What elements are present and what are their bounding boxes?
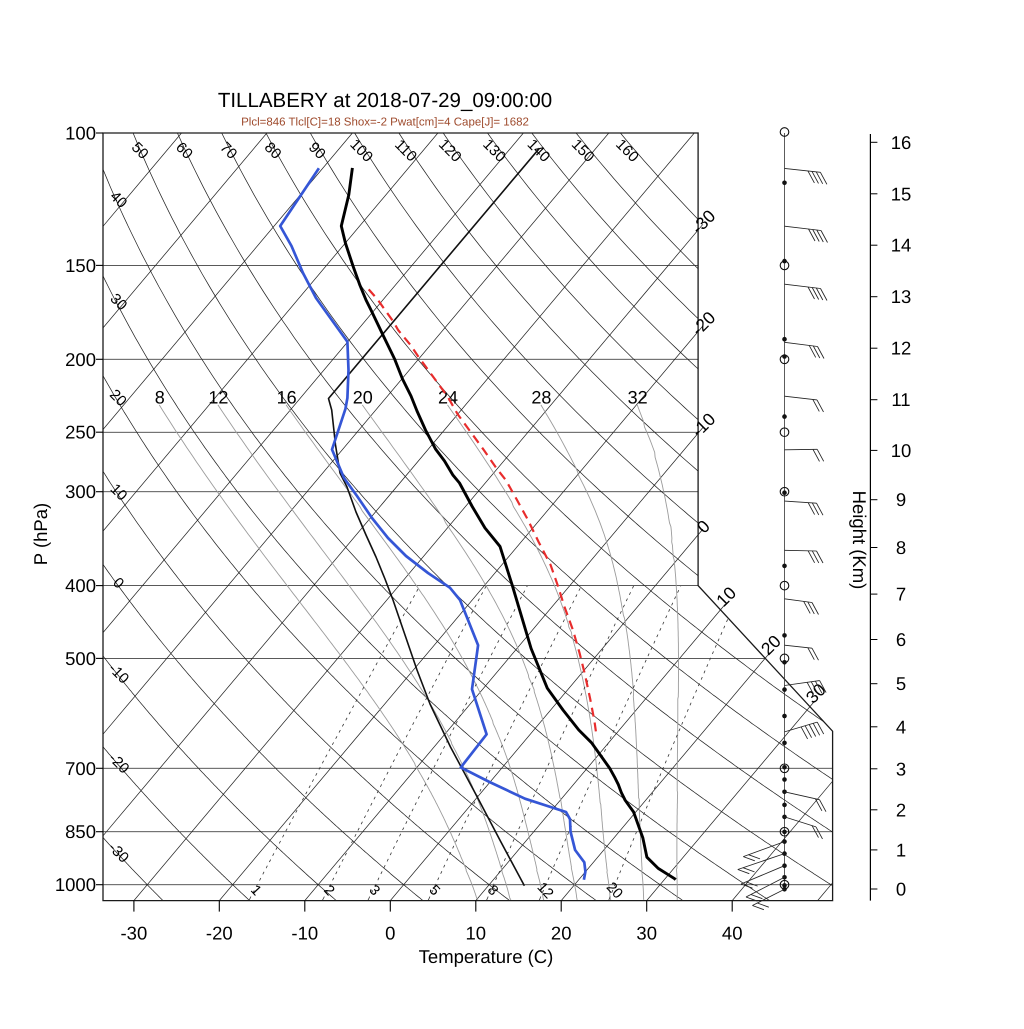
svg-text:11: 11: [891, 389, 910, 410]
svg-text:1000: 1000: [55, 874, 96, 895]
svg-text:-10: -10: [291, 923, 318, 944]
svg-text:200: 200: [65, 349, 96, 370]
svg-text:150: 150: [65, 255, 96, 276]
svg-text:14: 14: [891, 235, 912, 256]
svg-text:Temperature (C): Temperature (C): [419, 946, 554, 967]
svg-text:500: 500: [65, 648, 96, 669]
svg-text:-30: -30: [121, 923, 148, 944]
svg-text:4: 4: [896, 716, 906, 737]
svg-text:13: 13: [891, 286, 912, 307]
svg-text:7: 7: [896, 584, 906, 605]
svg-text:12: 12: [891, 338, 912, 359]
svg-text:2: 2: [896, 799, 906, 820]
svg-text:1: 1: [896, 839, 906, 860]
svg-text:300: 300: [65, 481, 96, 502]
svg-text:9: 9: [896, 489, 906, 510]
svg-text:6: 6: [896, 629, 906, 650]
svg-text:16: 16: [277, 387, 297, 407]
svg-text:P (hPa): P (hPa): [30, 503, 51, 565]
svg-text:0: 0: [385, 923, 395, 944]
svg-text:24: 24: [438, 387, 458, 407]
svg-text:Plcl=846 Tlcl[C]=18 Shox=-2 Pw: Plcl=846 Tlcl[C]=18 Shox=-2 Pwat[cm]=4 C…: [241, 117, 529, 129]
svg-text:0: 0: [896, 879, 906, 900]
svg-text:250: 250: [65, 422, 96, 443]
svg-text:10: 10: [891, 440, 912, 461]
svg-text:12: 12: [208, 387, 228, 407]
svg-text:30: 30: [636, 923, 657, 944]
svg-text:28: 28: [531, 387, 551, 407]
svg-text:16: 16: [891, 132, 912, 153]
svg-text:100: 100: [65, 123, 96, 144]
svg-text:400: 400: [65, 575, 96, 596]
svg-text:20: 20: [353, 387, 373, 407]
svg-text:850: 850: [65, 821, 96, 842]
svg-text:5: 5: [896, 673, 906, 694]
svg-text:15: 15: [891, 183, 912, 204]
svg-text:8: 8: [155, 387, 165, 407]
svg-text:700: 700: [65, 758, 96, 779]
svg-text:40: 40: [722, 923, 743, 944]
svg-text:Height (Km): Height (Km): [849, 491, 870, 590]
svg-text:TILLABERY at 2018-07-29_09:00:: TILLABERY at 2018-07-29_09:00:00: [218, 89, 552, 112]
svg-text:3: 3: [896, 758, 906, 779]
svg-text:-20: -20: [206, 923, 233, 944]
svg-text:20: 20: [551, 923, 572, 944]
svg-text:8: 8: [896, 537, 906, 558]
svg-text:32: 32: [628, 387, 648, 407]
svg-text:10: 10: [466, 923, 487, 944]
